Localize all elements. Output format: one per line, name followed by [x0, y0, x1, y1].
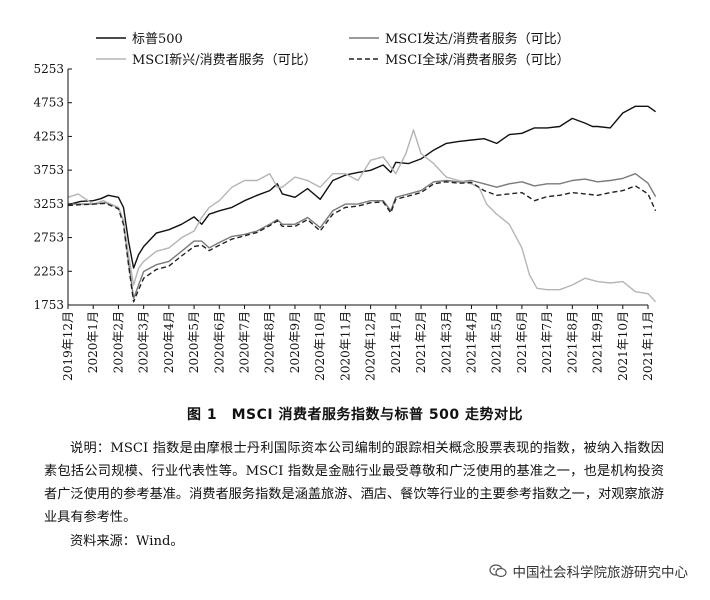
x-tick-label: 2020年4月: [162, 311, 176, 373]
legend-label: MSCI新兴/消费者服务（可比）: [132, 52, 317, 68]
x-tick-label: 2020年6月: [212, 311, 226, 373]
figure-caption: 图 1 MSCI 消费者服务指数与标普 500 走势对比: [187, 407, 523, 423]
x-tick-label: 2020年9月: [288, 311, 302, 373]
x-tick-label: 2020年11月: [338, 311, 352, 381]
x-tick-label: 2020年8月: [263, 311, 277, 373]
note-text: 说明：MSCI 指数是由摩根士丹利国际资本公司编制的跟踪相关概念股票表现的指数，…: [44, 441, 664, 525]
y-tick-label: 2753: [33, 231, 64, 245]
x-tick-label: 2021年5月: [490, 311, 504, 373]
x-tick-label: 2021年1月: [389, 311, 403, 373]
x-tick-label: 2021年4月: [464, 311, 478, 373]
data-source: 资料来源：Wind。: [70, 534, 184, 549]
x-tick-label: 2021年2月: [414, 311, 428, 373]
series-line-3: [67, 129, 657, 303]
x-tick-label: 2020年2月: [111, 311, 125, 373]
line-chart: 标普500 MSCI发达/消费者服务（可比） MSCI新兴/消费者服务（可比） MSC…: [33, 31, 657, 381]
watermark-text: 中国社会科学院旅游研究中心: [512, 565, 689, 581]
x-tick-label: 2021年7月: [540, 311, 554, 373]
plot-area: [67, 105, 657, 303]
y-tick-label: 4753: [33, 96, 64, 110]
x-tick-label: 2020年7月: [238, 311, 252, 373]
legend-label: MSCI全球/消费者服务（可比）: [385, 52, 570, 68]
y-tick-label: 2253: [33, 264, 64, 278]
y-tick-label: 4253: [33, 129, 64, 143]
x-tick-label: 2021年11月: [641, 311, 655, 381]
figure-note: 说明：MSCI 指数是由摩根士丹利国际资本公司编制的跟踪相关概念股票表现的指数，…: [44, 437, 664, 529]
y-tick-label: 5253: [33, 62, 64, 76]
x-tick-label: 2020年1月: [86, 311, 100, 373]
legend-label: 标普500: [132, 32, 183, 47]
x-tick-label: 2021年8月: [565, 311, 579, 373]
x-tick-label: 2021年6月: [515, 311, 529, 373]
y-tick-label: 1753: [33, 298, 64, 312]
y-tick-label: 3753: [33, 163, 64, 177]
series-line-4: [67, 181, 657, 303]
y-axis: 1753 2253 2753 3253 3753 4253 4753 5253: [33, 62, 72, 312]
x-tick-label: 2020年10月: [313, 311, 327, 381]
x-tick-label: 2020年12月: [364, 311, 378, 381]
x-axis: 2019年12月 2020年1月 2020年2月 2020年3月 2020年4月 2020…: [61, 304, 655, 381]
series-line-1: [67, 105, 657, 269]
x-tick-label: 2019年12月: [61, 311, 75, 381]
x-tick-label: 2021年9月: [591, 311, 605, 373]
x-tick-label: 2020年3月: [137, 311, 151, 373]
x-tick-label: 2021年10月: [616, 311, 630, 381]
legend-label: MSCI发达/消费者服务（可比）: [385, 31, 570, 47]
x-tick-label: 2020年5月: [187, 311, 201, 373]
x-tick-label: 2021年3月: [439, 311, 453, 373]
chart-legend: 标普500 MSCI发达/消费者服务（可比） MSCI新兴/消费者服务（可比） MSC…: [96, 31, 570, 68]
y-tick-label: 3253: [33, 197, 64, 211]
wechat-icon: [488, 564, 507, 578]
watermark: 中国社会科学院旅游研究中心: [488, 561, 689, 581]
series-line-2: [68, 173, 657, 300]
